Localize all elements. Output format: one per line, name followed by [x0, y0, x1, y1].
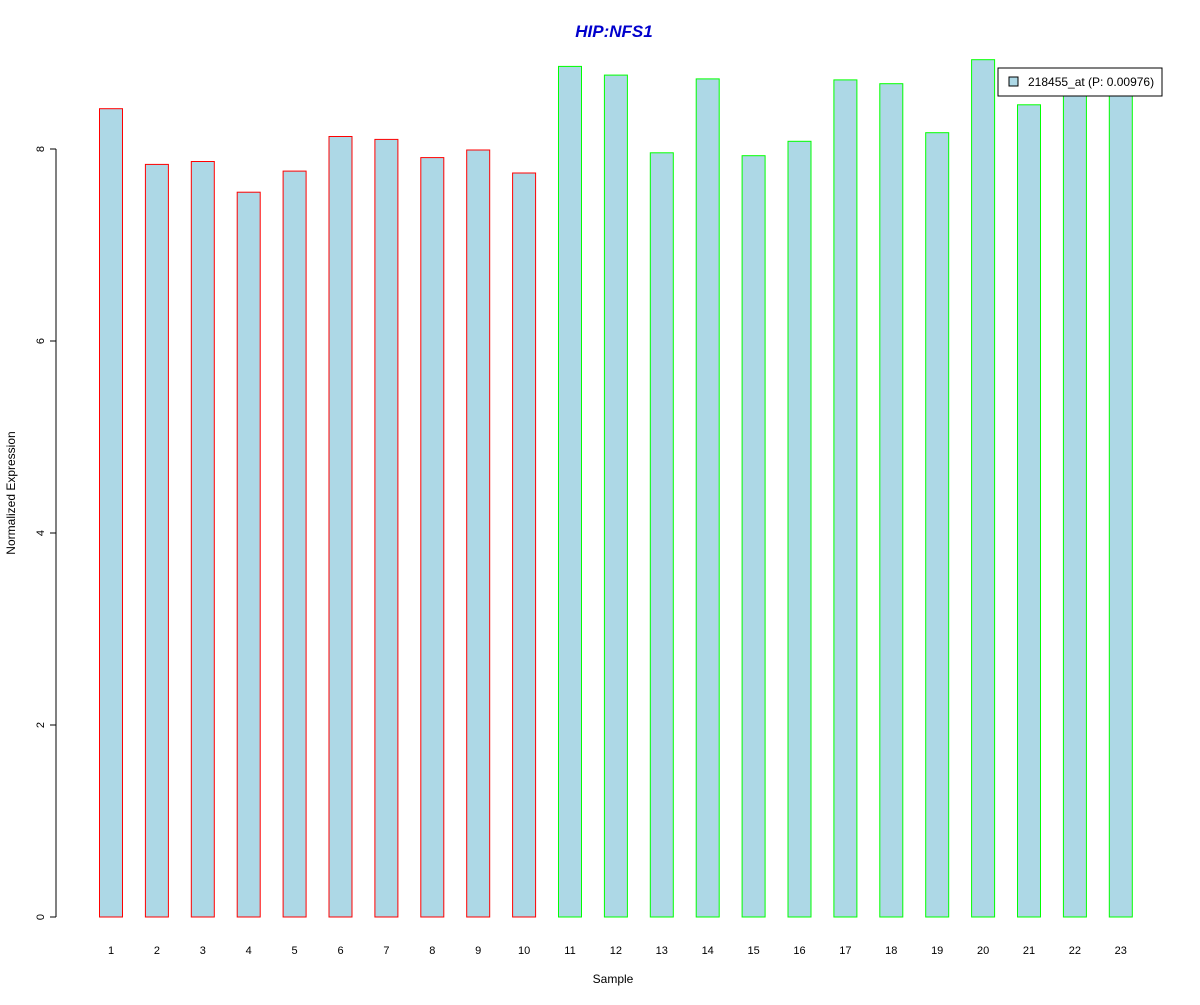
- y-tick-label: 6: [35, 338, 47, 344]
- bars-group: [99, 59, 1133, 918]
- y-tick-label: 2: [35, 722, 47, 728]
- bar-sample-5: [282, 170, 307, 918]
- x-tick-label: 1: [108, 945, 114, 957]
- x-tick-label: 17: [839, 945, 851, 957]
- x-tick-label: 4: [246, 945, 252, 957]
- x-tick-label: 9: [475, 945, 481, 957]
- bar-sample-2: [144, 163, 169, 918]
- x-tick-label: 16: [793, 945, 805, 957]
- x-tick-label: 23: [1115, 945, 1127, 957]
- bar-sample-23: [1108, 90, 1133, 918]
- chart-title: HIP:NFS1: [575, 22, 652, 41]
- y-tick-label: 8: [35, 146, 47, 152]
- y-axis: 0 2 4 6 8: [35, 146, 57, 920]
- x-tick-label: 2: [154, 945, 160, 957]
- x-tick-label: 6: [337, 945, 343, 957]
- bar-sample-11: [558, 65, 582, 918]
- x-tick-label: 20: [977, 945, 989, 957]
- y-tick-label: 0: [35, 914, 47, 920]
- legend-box: [997, 67, 1163, 97]
- bar-sample-8: [420, 157, 445, 918]
- x-tick-label: 11: [564, 945, 575, 957]
- bar-sample-3: [190, 161, 215, 918]
- x-tick-label: 8: [429, 945, 435, 957]
- x-axis-label: Sample: [593, 972, 634, 986]
- bar-sample-18: [879, 83, 904, 918]
- bar-sample-4: [236, 191, 261, 918]
- bar-sample-13: [649, 152, 674, 918]
- x-tick-label: 14: [702, 945, 714, 957]
- x-tick-label: 21: [1023, 945, 1035, 957]
- bar-sample-17: [833, 79, 858, 918]
- x-tick-label: 19: [931, 945, 943, 957]
- bar-sample-12: [603, 74, 628, 918]
- bar-sample-19: [925, 132, 950, 918]
- x-tick-label: 10: [518, 945, 530, 957]
- legend: 218455_at (P: 0.00976): [997, 67, 1163, 97]
- x-tick-label: 13: [656, 945, 668, 957]
- x-tick-label: 12: [610, 945, 622, 957]
- x-tick-label: 5: [292, 945, 298, 957]
- bar-sample-1: [99, 108, 123, 918]
- bar-sample-9: [466, 149, 491, 918]
- bar-sample-10: [512, 172, 537, 918]
- bar-sample-6: [328, 136, 353, 918]
- bar-sample-16: [787, 140, 812, 918]
- x-tick-label: 22: [1069, 945, 1081, 957]
- x-tick-label: 15: [747, 945, 759, 957]
- x-tick-label: 3: [200, 945, 206, 957]
- bar-sample-14: [695, 78, 720, 918]
- y-tick-label: 4: [35, 530, 47, 536]
- bar-sample-21: [1017, 104, 1041, 918]
- x-tick-labels: 1 2 3 4 5 6 7 8 9 10 11 12 13 14 15 16 17 18 19 20 21 22 23: [108, 945, 1127, 957]
- bar-sample-22: [1062, 90, 1087, 918]
- x-tick-label: 7: [383, 945, 389, 957]
- x-tick-label: 18: [885, 945, 897, 957]
- bar-sample-7: [374, 138, 399, 918]
- y-axis-label: Normalized Expression: [4, 431, 18, 554]
- bar-sample-15: [741, 155, 766, 918]
- legend-entry-label: 218455_at (P: 0.00976): [1028, 75, 1154, 89]
- legend-swatch: [1008, 76, 1019, 87]
- bar-sample-20: [971, 59, 996, 918]
